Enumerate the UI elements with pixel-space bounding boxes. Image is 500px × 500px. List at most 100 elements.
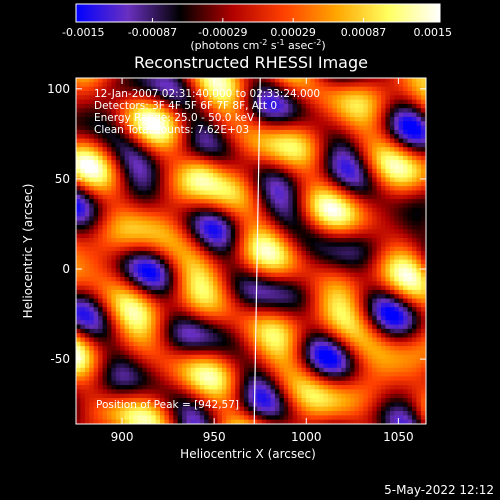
- heatmap-cell: [89, 173, 95, 179]
- heatmap-cell: [84, 255, 90, 261]
- heatmap-cell: [416, 203, 422, 209]
- heatmap-cell: [341, 99, 347, 105]
- heatmap-cell: [137, 78, 143, 83]
- heatmap-cell: [186, 212, 192, 217]
- heatmap-cell: [310, 194, 316, 200]
- heatmap-cell: [394, 142, 400, 148]
- heatmap-cell: [341, 272, 347, 278]
- heatmap-cell: [372, 298, 378, 304]
- heatmap-cell: [204, 233, 210, 239]
- heatmap-cell: [345, 298, 351, 304]
- heatmap-cell: [314, 147, 320, 153]
- heatmap-cell: [358, 268, 364, 274]
- heatmap-cell: [416, 147, 422, 153]
- heatmap-cell: [274, 194, 280, 200]
- heatmap-cell: [76, 315, 82, 321]
- heatmap-cell: [89, 255, 95, 261]
- heatmap-cell: [319, 285, 325, 291]
- heatmap-cell: [381, 242, 387, 248]
- heatmap-cell: [292, 251, 298, 256]
- heatmap-cell: [341, 302, 347, 308]
- heatmap-cell: [168, 173, 174, 179]
- heatmap-cell: [266, 315, 272, 321]
- heatmap-cell: [115, 199, 121, 205]
- heatmap-cell: [305, 263, 311, 269]
- heatmap-cell: [151, 268, 157, 274]
- heatmap-cell: [358, 307, 364, 313]
- heatmap-cell: [124, 346, 130, 352]
- heatmap-cell: [310, 190, 316, 196]
- heatmap-cell: [288, 333, 294, 339]
- heatmap-cell: [323, 125, 329, 131]
- heatmap-cell: [182, 238, 188, 243]
- heatmap-cell: [323, 324, 329, 330]
- heatmap-cell: [248, 99, 254, 105]
- heatmap-cell: [385, 294, 391, 300]
- heatmap-cell: [168, 281, 174, 287]
- heatmap-cell: [328, 216, 334, 222]
- heatmap-cell: [208, 112, 214, 118]
- heatmap-cell: [367, 281, 373, 287]
- heatmap-cell: [106, 302, 112, 308]
- heatmap-cell: [93, 125, 99, 131]
- heatmap-cell: [190, 173, 196, 179]
- heatmap-cell: [367, 112, 373, 118]
- heatmap-cell: [350, 255, 356, 261]
- heatmap-cell: [385, 134, 391, 140]
- heatmap-cell: [115, 177, 121, 183]
- heatmap-cell: [354, 86, 360, 92]
- heatmap-cell: [111, 238, 117, 243]
- heatmap-cell: [389, 229, 395, 235]
- heatmap-cell: [217, 82, 223, 88]
- heatmap-cell: [252, 225, 258, 230]
- chart-title: Reconstructed RHESSI Image: [134, 53, 368, 72]
- heatmap-cell: [248, 289, 254, 295]
- heatmap-cell: [195, 147, 201, 153]
- heatmap-cell: [376, 220, 382, 226]
- heatmap-cell: [230, 203, 236, 209]
- heatmap-cell: [182, 99, 188, 105]
- heatmap-cell: [341, 324, 347, 330]
- heatmap-cell: [398, 229, 404, 235]
- heatmap-cell: [266, 82, 272, 88]
- heatmap-cell: [274, 177, 280, 183]
- heatmap-cell: [80, 129, 86, 135]
- heatmap-cell: [151, 346, 157, 352]
- heatmap-cell: [305, 160, 311, 166]
- heatmap-cell: [328, 207, 334, 213]
- heatmap-cell: [319, 90, 325, 96]
- heatmap-cell: [195, 138, 201, 144]
- heatmap-cell: [358, 190, 364, 196]
- heatmap-cell: [142, 311, 148, 317]
- heatmap-cell: [89, 259, 95, 265]
- heatmap-cell: [102, 194, 108, 200]
- heatmap-cell: [403, 86, 409, 92]
- heatmap-cell: [221, 194, 227, 200]
- heatmap-cell: [204, 207, 210, 213]
- heatmap-cell: [354, 289, 360, 295]
- heatmap-cell: [310, 129, 316, 135]
- heatmap-cell: [137, 108, 143, 114]
- heatmap-cell: [328, 220, 334, 226]
- heatmap-cell: [416, 341, 422, 347]
- heatmap-cell: [398, 212, 404, 217]
- heatmap-cell: [98, 259, 104, 265]
- heatmap-cell: [213, 164, 219, 170]
- heatmap-cell: [221, 108, 227, 114]
- heatmap-cell: [354, 112, 360, 118]
- heatmap-cell: [257, 173, 263, 179]
- heatmap-cell: [394, 155, 400, 161]
- heatmap-cell: [305, 78, 311, 83]
- heatmap-cell: [106, 229, 112, 235]
- heatmap-cell: [274, 337, 280, 343]
- heatmap-cell: [372, 142, 378, 148]
- heatmap-cell: [235, 333, 241, 339]
- heatmap-cell: [133, 194, 139, 200]
- heatmap-cell: [133, 164, 139, 170]
- heatmap-cell: [292, 307, 298, 313]
- heatmap-cell: [323, 337, 329, 343]
- heatmap-cell: [274, 263, 280, 269]
- heatmap-cell: [381, 181, 387, 187]
- heatmap-cell: [407, 294, 413, 300]
- heatmap-cell: [367, 160, 373, 166]
